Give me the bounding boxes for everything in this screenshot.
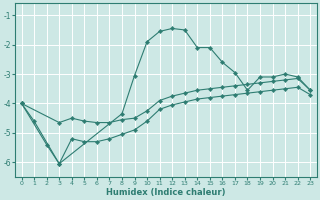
- X-axis label: Humidex (Indice chaleur): Humidex (Indice chaleur): [106, 188, 226, 197]
